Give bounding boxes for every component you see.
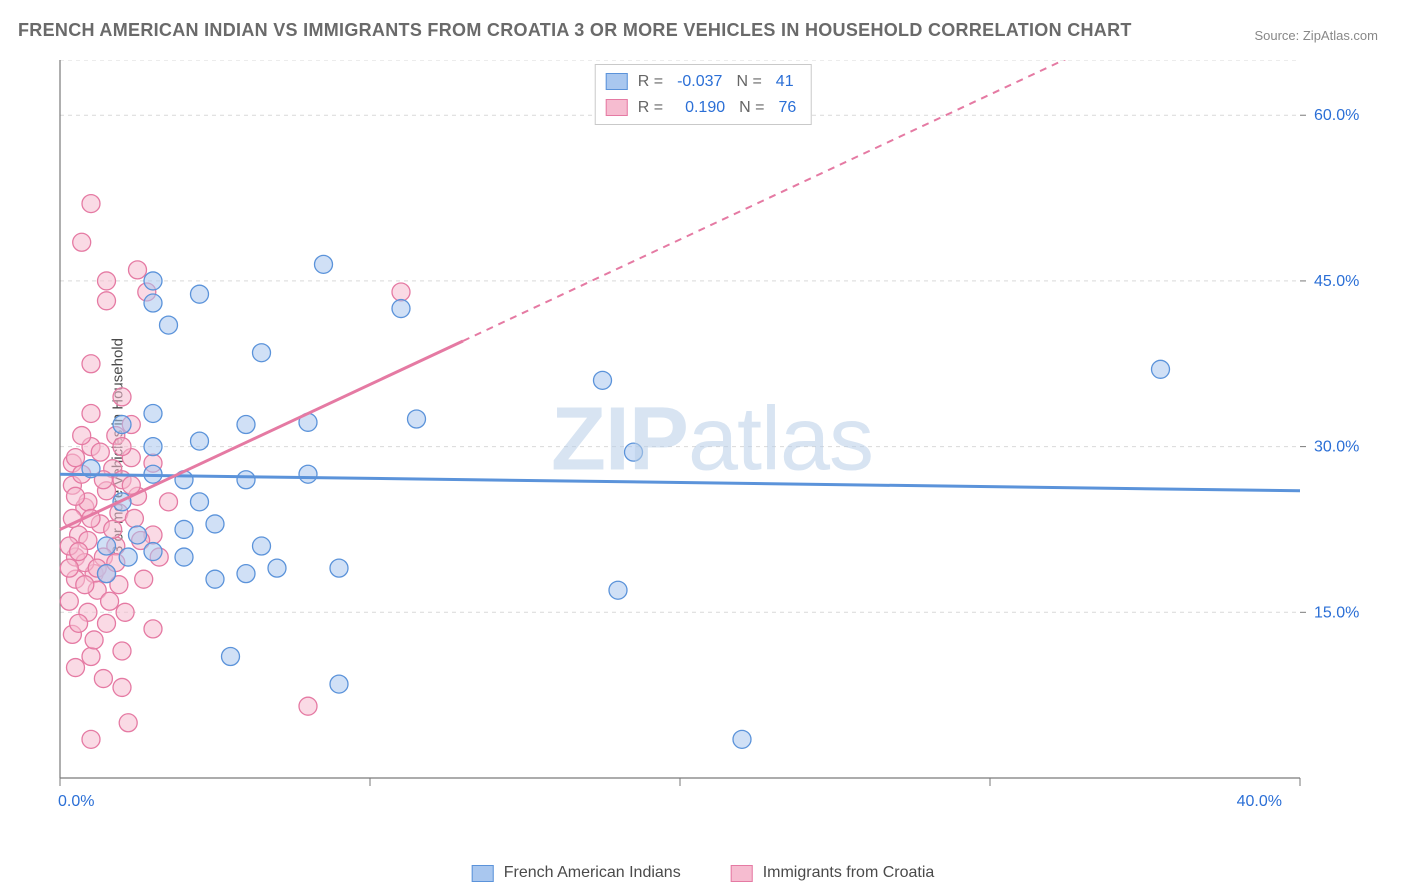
chart-container: FRENCH AMERICAN INDIAN VS IMMIGRANTS FRO…	[0, 0, 1406, 892]
n-label: N =	[736, 69, 761, 95]
n-value-blue: 41	[772, 69, 798, 95]
svg-text:30.0%: 30.0%	[1314, 439, 1359, 456]
n-value-pink: 76	[774, 95, 800, 121]
correlation-legend: R = -0.037 N = 41 R = 0.190 N = 76	[595, 64, 812, 125]
svg-text:45.0%: 45.0%	[1314, 273, 1359, 290]
legend-item-pink: Immigrants from Croatia	[731, 864, 935, 882]
svg-text:60.0%: 60.0%	[1314, 107, 1359, 124]
source-link[interactable]: ZipAtlas.com	[1303, 28, 1378, 43]
legend-row-blue: R = -0.037 N = 41	[606, 69, 801, 95]
svg-text:0.0%: 0.0%	[58, 793, 94, 810]
legend-item-blue: French American Indians	[472, 864, 681, 882]
source-attribution: Source: ZipAtlas.com	[1254, 28, 1378, 43]
source-prefix: Source:	[1254, 28, 1302, 43]
scatter-plot-svg: 15.0% 30.0% 45.0% 60.0% 0.0% 40.0%	[52, 60, 1372, 830]
legend-label-pink: Immigrants from Croatia	[763, 864, 935, 882]
swatch-pink-icon	[606, 99, 628, 116]
series-legend: French American Indians Immigrants from …	[472, 864, 935, 882]
plot-area: 15.0%30.0%45.0%60.0%0.0%40.0% ZIPatlas	[52, 60, 1372, 830]
legend-label-blue: French American Indians	[504, 864, 681, 882]
swatch-blue-icon	[472, 865, 494, 882]
svg-text:15.0%: 15.0%	[1314, 604, 1359, 621]
swatch-pink-icon	[731, 865, 753, 882]
n-label: N =	[739, 95, 764, 121]
r-label: R =	[638, 95, 663, 121]
legend-row-pink: R = 0.190 N = 76	[606, 95, 801, 121]
chart-title: FRENCH AMERICAN INDIAN VS IMMIGRANTS FRO…	[18, 20, 1132, 41]
r-value-blue: -0.037	[673, 69, 726, 95]
svg-text:40.0%: 40.0%	[1237, 793, 1282, 810]
r-value-pink: 0.190	[673, 95, 729, 121]
r-label: R =	[638, 69, 663, 95]
swatch-blue-icon	[606, 73, 628, 90]
